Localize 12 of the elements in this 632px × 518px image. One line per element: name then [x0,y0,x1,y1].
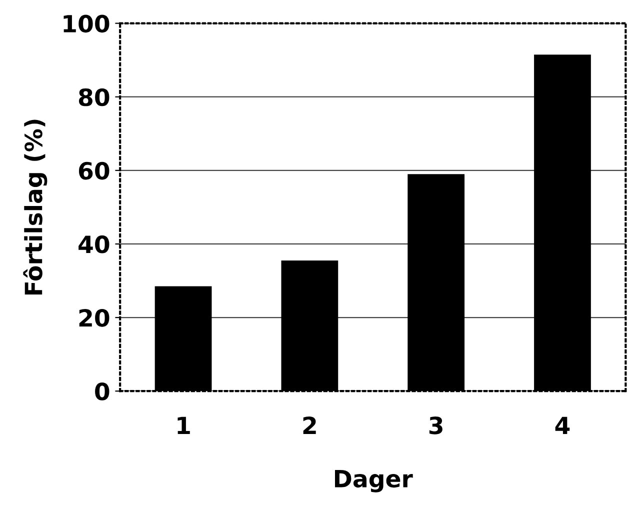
y-tick-label: 40 [78,235,110,254]
x-tick-label: 3 [429,416,442,434]
y-tick-label: 100 [64,14,110,33]
y-tick-label: 20 [79,308,110,327]
x-tick-label: 1 [178,416,190,434]
y-tick-label: 60 [78,162,110,180]
y-tick-label: 80 [78,88,110,106]
x-tick-label: 2 [303,416,316,434]
x-axis-title: Dager [335,470,413,492]
x-tick-label: 4 [555,416,570,434]
y-tick-label: 0 [95,382,110,400]
y-axis-title: Fôrtilslag (%) [23,120,48,295]
